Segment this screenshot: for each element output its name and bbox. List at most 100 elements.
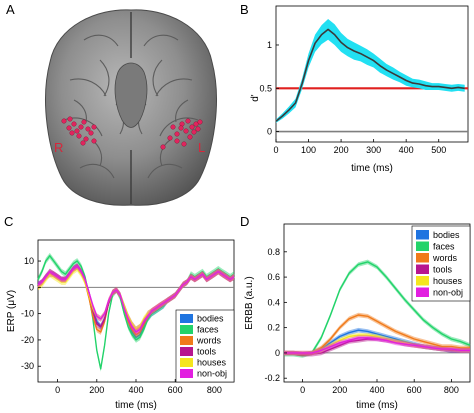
chart-b-xtick-label: 100 [301,145,316,155]
chart-b-xtick-label: 300 [366,145,381,155]
electrode-dot [76,133,82,139]
chart-d-xtick-label: 400 [369,385,384,395]
chart-c-xlabel: time (ms) [115,400,157,411]
hemisphere-label-right: R [54,140,63,155]
electrode-dot [85,126,91,132]
chart-c-xtick-label: 800 [207,385,222,395]
chart-c-legend-label-faces: faces [197,325,219,335]
chart-d-line-faces [284,261,471,357]
electrode-dot [167,135,173,141]
chart-d-ytick-label: -0.2 [264,373,280,383]
chart-c-legend-label-words: words [196,336,222,346]
chart-b-xtick-label: 200 [334,145,349,155]
chart-c-ytick-label: -30 [21,361,34,371]
electrode-dot [91,138,97,144]
chart-b-ytick-label: 0.5 [259,83,272,93]
chart-d-legend-label-bodies: bodies [433,230,460,240]
chart-b-frame [275,5,469,143]
chart-b-line-series [275,28,465,122]
chart-d-xtick-label: 600 [407,385,422,395]
electrode-dot [191,129,197,135]
electrode-dot [78,124,84,130]
electrode-dot [160,144,166,150]
panel-label-b: B [240,2,249,17]
chart-c-line-faces [37,255,235,370]
chart-c-band-non-obj [38,263,234,335]
chart-c-legend-label-tools: tools [197,347,217,357]
electrode-dot [185,118,191,124]
electrode-dot [170,124,176,130]
chart-d-legend-label-faces: faces [433,242,455,252]
chart-d-xtick-label: 200 [332,385,347,395]
electrode-dot [187,134,193,140]
chart-b-ytick-label: 1 [267,40,272,50]
chart-d-ytick-label: 0.2 [267,323,280,333]
chart-d-legend-swatch-words [416,253,429,263]
chart-d-xtick-label: 0 [300,385,305,395]
chart-b: d' time (ms) 0 100 200 300 400 500 0 0.5 1 [250,5,469,174]
chart-c-legend-label-non-obj: non-obj [197,369,227,379]
electrode-dot [69,130,75,136]
chart-c-ytick-label: -20 [21,335,34,345]
chart-b-xtick-label: 0 [273,145,278,155]
chart-d-legend-swatch-faces [416,241,429,251]
chart-d-legend-swatch-non-obj [416,287,429,297]
chart-c-legend-swatch-faces [180,325,193,334]
chart-c: ERP (μV) time (ms) 0 200 400 600 800 -30 -20 -1… [6,239,235,411]
chart-d-ytick-label: 0.4 [267,297,280,307]
chart-d-legend-label-houses: houses [433,276,463,286]
chart-d-legend-swatch-tools [416,264,429,274]
chart-d-legend-label-tools: tools [433,265,453,275]
chart-c-legend-swatch-tools [180,347,193,356]
chart-c-legend-label-houses: houses [197,358,227,368]
chart-c-ylabel: ERP (μV) [6,290,17,332]
electrode-dot [195,126,201,132]
chart-d-ylabel: ERBB (a.u.) [244,276,255,329]
panel-label-d: D [240,214,249,229]
electrode-dot [193,121,199,127]
chart-d-line-non-obj [284,337,470,354]
electrode-dot [174,138,180,144]
electrode-dot [174,131,180,137]
hemisphere-label-left: L [198,140,205,155]
chart-d-legend-swatch-bodies [416,230,429,240]
chart-c-ytick-label: 10 [24,256,34,266]
electrode-dot [178,125,184,131]
electrode-dot [74,128,80,134]
electrode-dot [83,136,89,142]
electrode-dot [80,140,86,146]
panel-label-c: C [4,214,13,229]
chart-c-legend-label-bodies: bodies [197,314,224,324]
chart-c-xtick-label: 400 [128,385,143,395]
chart-c-xtick-label: 0 [55,385,60,395]
chart-d-xlabel: time (ms) [356,400,398,411]
chart-c-xtick-label: 200 [89,385,104,395]
chart-d-ytick-label: 0.8 [267,247,280,257]
chart-b-xlabel: time (ms) [351,163,393,174]
chart-d: ERBB (a.u.) time (ms) 0 200 400 600 800 -0.2 0… [244,223,471,411]
chart-c-band-words [38,263,234,338]
chart-c-ytick-label: -10 [21,309,34,319]
electrode-dot [67,116,73,122]
chart-d-legend-label-non-obj: non-obj [433,288,463,298]
electrode-dot [61,118,67,124]
chart-c-legend-swatch-houses [180,358,193,367]
panel-label-a: A [6,2,15,17]
chart-c-xtick-label: 600 [168,385,183,395]
chart-c-line-non-obj [37,265,235,333]
brain-illustration [45,9,217,206]
chart-b-xtick-label: 500 [431,145,446,155]
chart-d-legend-swatch-houses [416,276,429,286]
electrode-dot [81,119,87,125]
chart-b-ylabel: d' [250,94,261,102]
chart-b-ytick-label: 0 [267,127,272,137]
electrode-dots [61,116,203,150]
chart-c-band-tools [38,263,234,333]
electrode-dot [181,141,187,147]
electrode-dot [189,124,195,130]
electrode-dot [91,124,97,130]
chart-d-line-words [284,314,470,355]
electrode-dot [197,119,203,125]
electrode-dot [66,125,72,131]
